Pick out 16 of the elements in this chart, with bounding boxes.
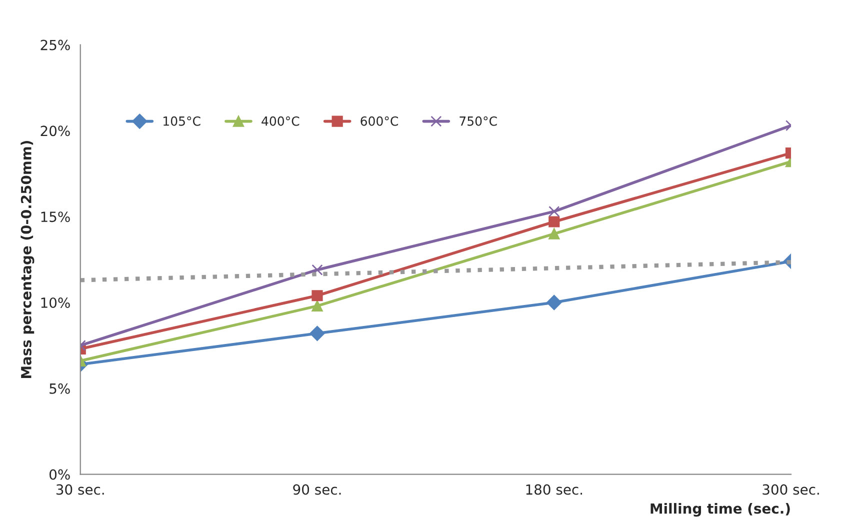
x-tick-label: 30 sec. [56,484,104,495]
x-tick-label: 180 sec. [526,484,582,495]
y-tick-label: 0% [50,469,70,480]
legend-label: 600°C [360,116,398,126]
y-axis-title: Mass percentage (0-0.250mm) [20,140,34,378]
y-tick-label: 20% [40,126,70,136]
legend-label: 750°C [460,116,497,126]
x-axis-title: Milling time (sec.) [650,503,790,517]
x-tick-label: 90 sec. [293,484,341,495]
legend-label: 400°C [262,116,300,126]
y-tick-label: 15% [41,212,70,222]
legend-label: 105°C [164,116,200,126]
y-tick-label: 10% [41,297,70,308]
x-tick-label: 300 sec. [762,484,819,495]
y-tick-label: 25% [40,40,70,50]
y-tick-label: 5% [50,383,70,394]
